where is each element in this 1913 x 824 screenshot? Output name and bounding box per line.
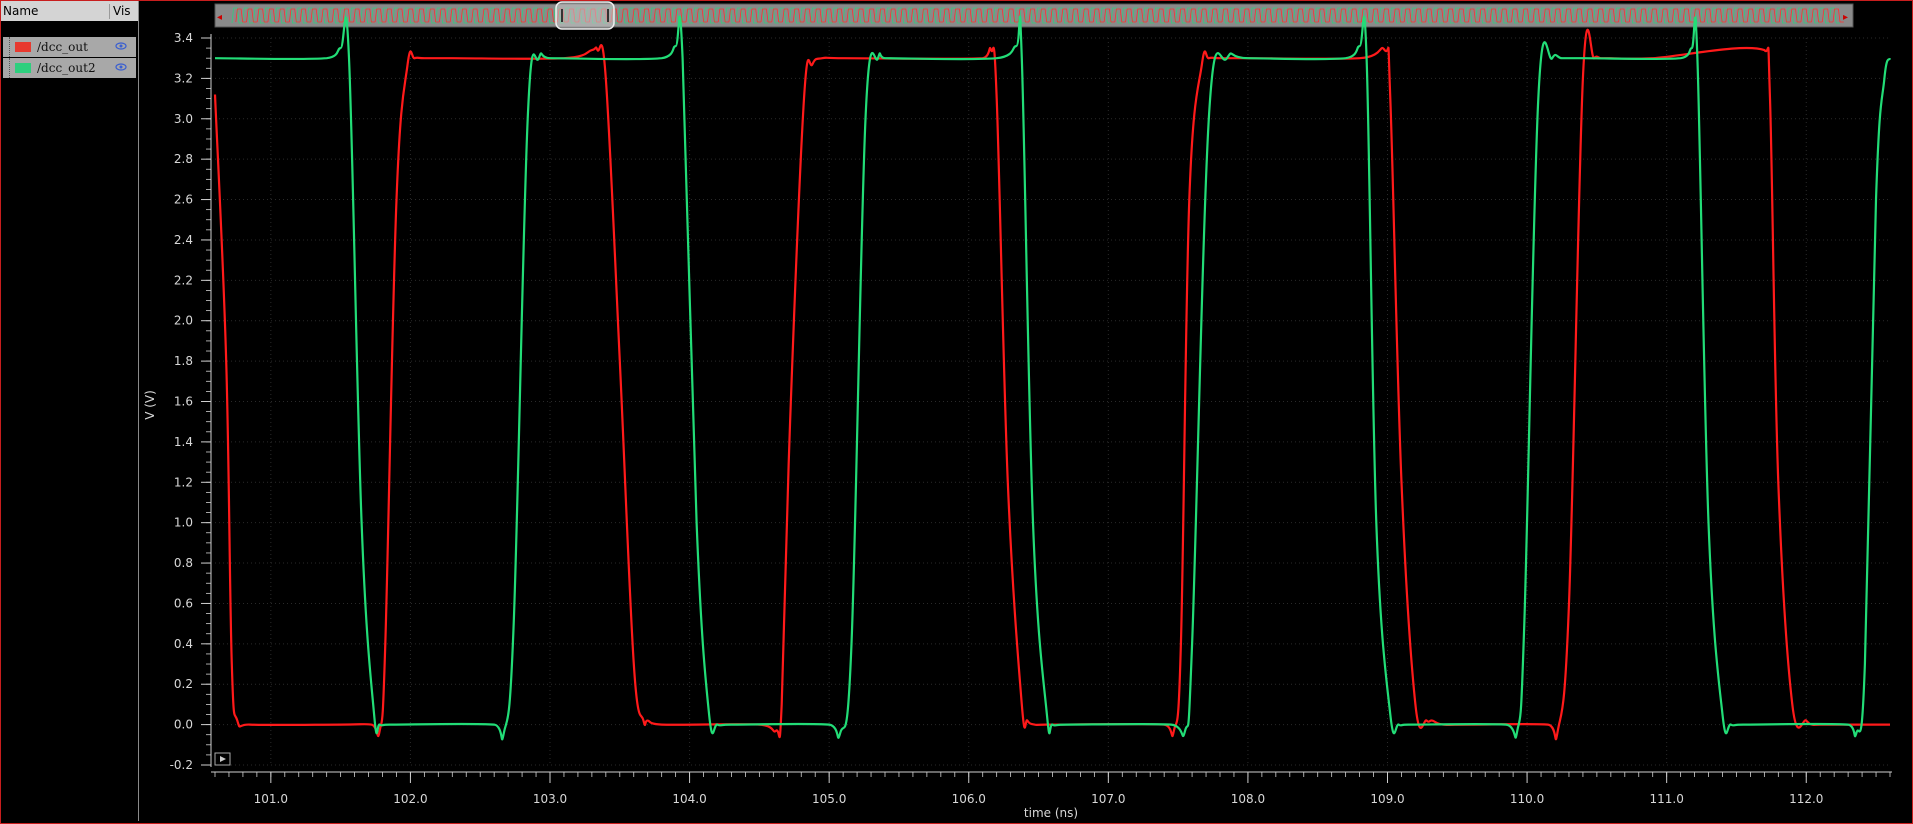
x-tick-label: 107.0 [1091,792,1125,806]
eye-icon[interactable] [115,41,127,51]
play-icon[interactable] [220,756,226,762]
play-marker-button[interactable] [214,752,231,766]
series-line-dcc-out[interactable] [213,28,1890,741]
y-tick-label: 2.2 [174,273,193,287]
plot-area[interactable] [213,15,1892,741]
y-tick-label: 2.6 [174,193,193,207]
overview-scrollbar[interactable]: ◂ ▸ [214,1,1854,30]
grid-lines [215,37,1890,766]
x-tick-label: 109.0 [1370,792,1404,806]
y-tick-label: 2.8 [174,152,193,166]
axes: -0.2 0.0 0.2 0.4 0.6 0.8 1.0 1.2 1.4 1.6 1.8 2.0 2.2… [170,31,1892,806]
x-tick-label: 112.0 [1789,792,1823,806]
y-tick-label: 0.6 [174,596,193,610]
vis-column-header[interactable]: Vis [109,4,131,19]
eye-icon[interactable] [115,62,127,72]
overview-track[interactable] [214,3,1854,28]
y-tick-label: 1.6 [174,395,193,409]
y-axis-title: V (V) [143,390,157,420]
x-tick-label: 103.0 [533,792,567,806]
y-tick-label: 2.0 [174,314,193,328]
y-tick-label: 0.0 [174,718,193,732]
y-tick-label: 3.2 [174,71,193,85]
x-tick-label: 102.0 [393,792,427,806]
x-tick-label: 105.0 [812,792,846,806]
x-axis-title: time (ns) [1024,806,1078,820]
tree-connector [9,37,11,57]
signal-row-dcc-out[interactable]: /dcc_out [3,37,136,57]
x-tick-label: 111.0 [1649,792,1683,806]
y-tick-label: 0.4 [174,637,193,651]
series-line-dcc-out2[interactable] [214,15,1892,741]
overview-viewport-handle[interactable] [555,1,615,30]
y-tick-label: 1.2 [174,475,193,489]
overview-waveforms [231,7,1844,24]
scroll-left-arrow-icon[interactable]: ◂ [217,12,222,23]
signal-list-panel: Name Vis /dcc_out /dcc_out2 [1,1,139,821]
x-tick-label: 104.0 [672,792,706,806]
signal-name: /dcc_out2 [37,61,96,75]
x-tick-label: 101.0 [254,792,288,806]
x-tick-label: 108.0 [1231,792,1265,806]
tree-connector [9,58,11,78]
y-tick-label: 1.0 [174,516,193,530]
scroll-right-arrow-icon[interactable]: ▸ [1843,12,1848,23]
signal-row-dcc-out2[interactable]: /dcc_out2 [3,58,136,78]
signal-list-header: Name Vis [1,1,138,21]
y-tick-label: 1.8 [174,354,193,368]
y-tick-label: 0.8 [174,556,193,570]
y-tick-label: 3.4 [174,31,193,45]
y-tick-label: 2.4 [174,233,193,247]
signal-color-swatch[interactable] [15,42,31,52]
series-lines [213,15,1892,741]
name-column-header[interactable]: Name [3,4,39,18]
signal-color-swatch[interactable] [15,63,31,73]
y-tick-label: -0.2 [170,758,193,772]
y-tick-label: 1.4 [174,435,193,449]
y-tick-label: 0.2 [174,677,193,691]
signal-name: /dcc_out [37,40,88,54]
y-tick-label: 3.0 [174,112,193,126]
x-tick-label: 110.0 [1510,792,1544,806]
x-tick-label: 106.0 [952,792,986,806]
